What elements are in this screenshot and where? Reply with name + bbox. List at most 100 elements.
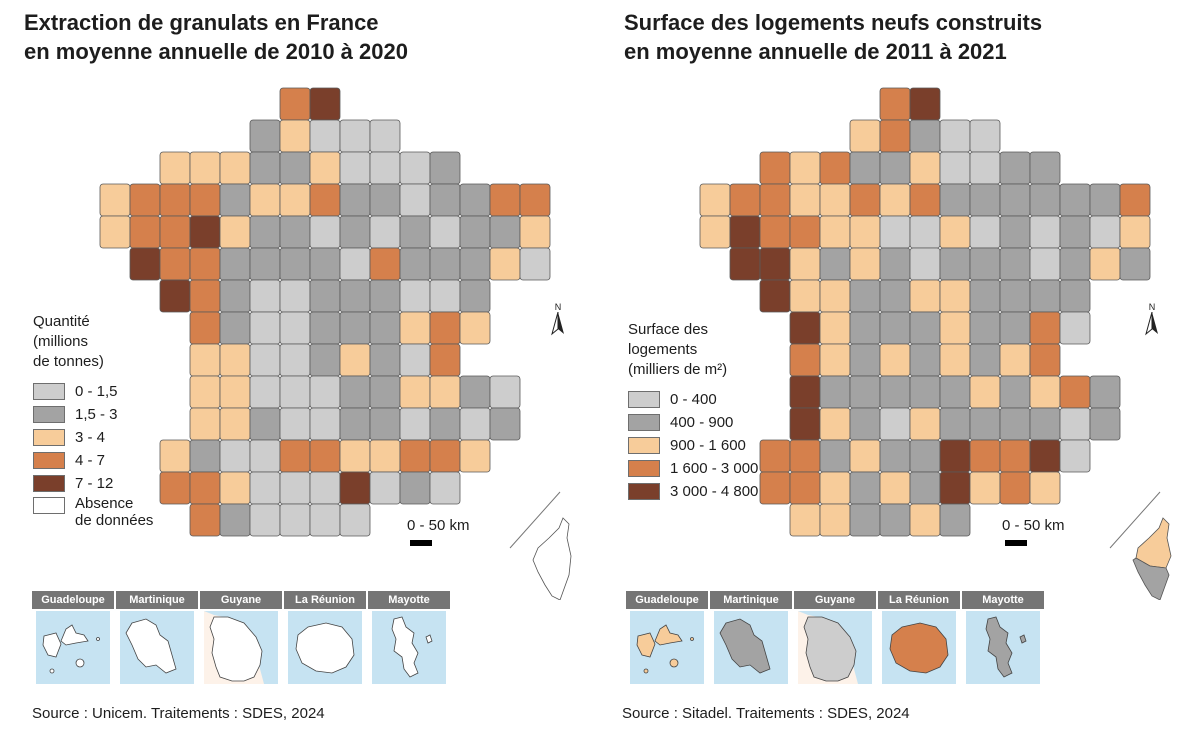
left-department-cell: [249, 183, 281, 217]
left-inset-mayotte: Mayotte: [368, 591, 450, 686]
left-legend-label-line1: Absence: [75, 495, 134, 512]
left-department-cell: [189, 439, 221, 473]
left-department-cell: [189, 375, 221, 409]
right-legend-item: 1 600 - 3 000: [628, 457, 758, 480]
right-department-cell: [1029, 311, 1061, 345]
left-department-cell: [249, 471, 281, 505]
right-department-cell: [879, 439, 911, 473]
right-department-cell: [1119, 183, 1151, 217]
left-department-cell: [369, 375, 401, 409]
left-legend-swatch: [33, 406, 65, 423]
right-department-cell: [939, 407, 971, 441]
right-department-cell: [879, 215, 911, 249]
left-department-cell: [189, 279, 221, 313]
left-department-cell: [189, 343, 221, 377]
right-department-cell: [819, 407, 851, 441]
right-department-cell: [789, 279, 821, 313]
left-department-cell: [339, 439, 371, 473]
left-department-cell: [519, 215, 551, 249]
left-department-cell: [309, 151, 341, 185]
right-source: Source : Sitadel. Traitements : SDES, 20…: [622, 705, 910, 722]
right-inset-label: Guyane: [794, 591, 876, 609]
right-department-cell: [909, 343, 941, 377]
right-inset-guadeloupe: Guadeloupe: [626, 591, 708, 686]
right-department-cell: [1029, 343, 1061, 377]
left-department-cell: [489, 215, 521, 249]
left-department-cell: [279, 407, 311, 441]
left-department-cell: [159, 471, 191, 505]
left-department-cell: [369, 311, 401, 345]
left-department-cell: [429, 215, 461, 249]
left-department-cell: [369, 279, 401, 313]
right-legend-swatch: [628, 437, 660, 454]
left-legend-title-line2: (millions: [33, 333, 89, 350]
right-title-line2: en moyenne annuelle de 2011 à 2021: [624, 39, 1007, 64]
right-inset-mayotte: Mayotte: [962, 591, 1044, 686]
left-department-cell: [459, 183, 491, 217]
right-department-cell: [969, 151, 1001, 185]
right-department-cell: [1119, 215, 1151, 249]
left-title-line2: en moyenne annuelle de 2010 à 2020: [24, 39, 408, 64]
left-department-cell: [189, 183, 221, 217]
right-department-cell: [1029, 471, 1061, 505]
right-department-cell: [1059, 215, 1091, 249]
right-department-cell: [969, 375, 1001, 409]
right-department-cell: [849, 279, 881, 313]
right-department-cell: [1089, 247, 1121, 281]
left-department-cell: [309, 311, 341, 345]
left-department-cell: [429, 279, 461, 313]
left-department-cell: [99, 215, 131, 249]
left-department-cell: [459, 279, 491, 313]
right-department-cell: [879, 151, 911, 185]
right-inset-map: [882, 611, 956, 684]
right-department-cell: [999, 247, 1031, 281]
left-department-cell: [309, 343, 341, 377]
left-department-cell: [429, 151, 461, 185]
right-department-cell: [759, 247, 791, 281]
left-department-cell: [339, 183, 371, 217]
right-department-cell: [969, 343, 1001, 377]
left-department-cell: [399, 183, 431, 217]
left-department-cell: [249, 407, 281, 441]
right-legend-swatch: [628, 391, 660, 408]
right-department-cell: [909, 439, 941, 473]
north-arrow-icon: [1145, 311, 1158, 336]
left-inset-map: [204, 611, 278, 684]
left-department-cell: [159, 279, 191, 313]
left-department-cell: [219, 151, 251, 185]
right-department-cell: [939, 151, 971, 185]
left-department-cell: [369, 215, 401, 249]
left-inset-guyane: Guyane: [200, 591, 282, 686]
left-department-cell: [219, 279, 251, 313]
left-north-label: N: [554, 302, 562, 312]
right-department-cell: [849, 343, 881, 377]
left-legend-swatch: [33, 452, 65, 469]
right-legend-item: 3 000 - 4 800: [628, 480, 758, 503]
right-department-cell: [849, 183, 881, 217]
left-inset-label: Martinique: [116, 591, 198, 609]
right-legend-title-line1: Surface des: [628, 321, 709, 338]
right-inset-guyane: Guyane: [794, 591, 876, 686]
left-department-cell: [339, 279, 371, 313]
right-legend-item: 0 - 400: [628, 388, 758, 411]
right-guadeloupe-shape: [636, 624, 694, 674]
right-department-cell: [849, 151, 881, 185]
left-department-cell: [489, 183, 521, 217]
right-legend-label: 1 600 - 3 000: [670, 460, 759, 477]
left-department-cell: [399, 407, 431, 441]
left-legend-title-line3: de tonnes): [33, 353, 104, 370]
right-department-cell: [939, 119, 971, 153]
left-dom-insets: Guadeloupe Martinique Guyane: [32, 591, 452, 686]
left-department-cell: [309, 503, 341, 537]
right-department-cell: [879, 183, 911, 217]
left-department-cell: [249, 311, 281, 345]
right-department-cell: [759, 439, 791, 473]
left-department-cell: [309, 247, 341, 281]
left-legend-label: 0 - 1,5: [75, 383, 118, 400]
left-department-cell: [159, 151, 191, 185]
right-legend-swatch: [628, 483, 660, 500]
left-department-cell: [249, 119, 281, 153]
left-legend-item: 7 - 12: [33, 472, 153, 495]
right-department-cell: [1059, 247, 1091, 281]
right-department-cell: [759, 183, 791, 217]
